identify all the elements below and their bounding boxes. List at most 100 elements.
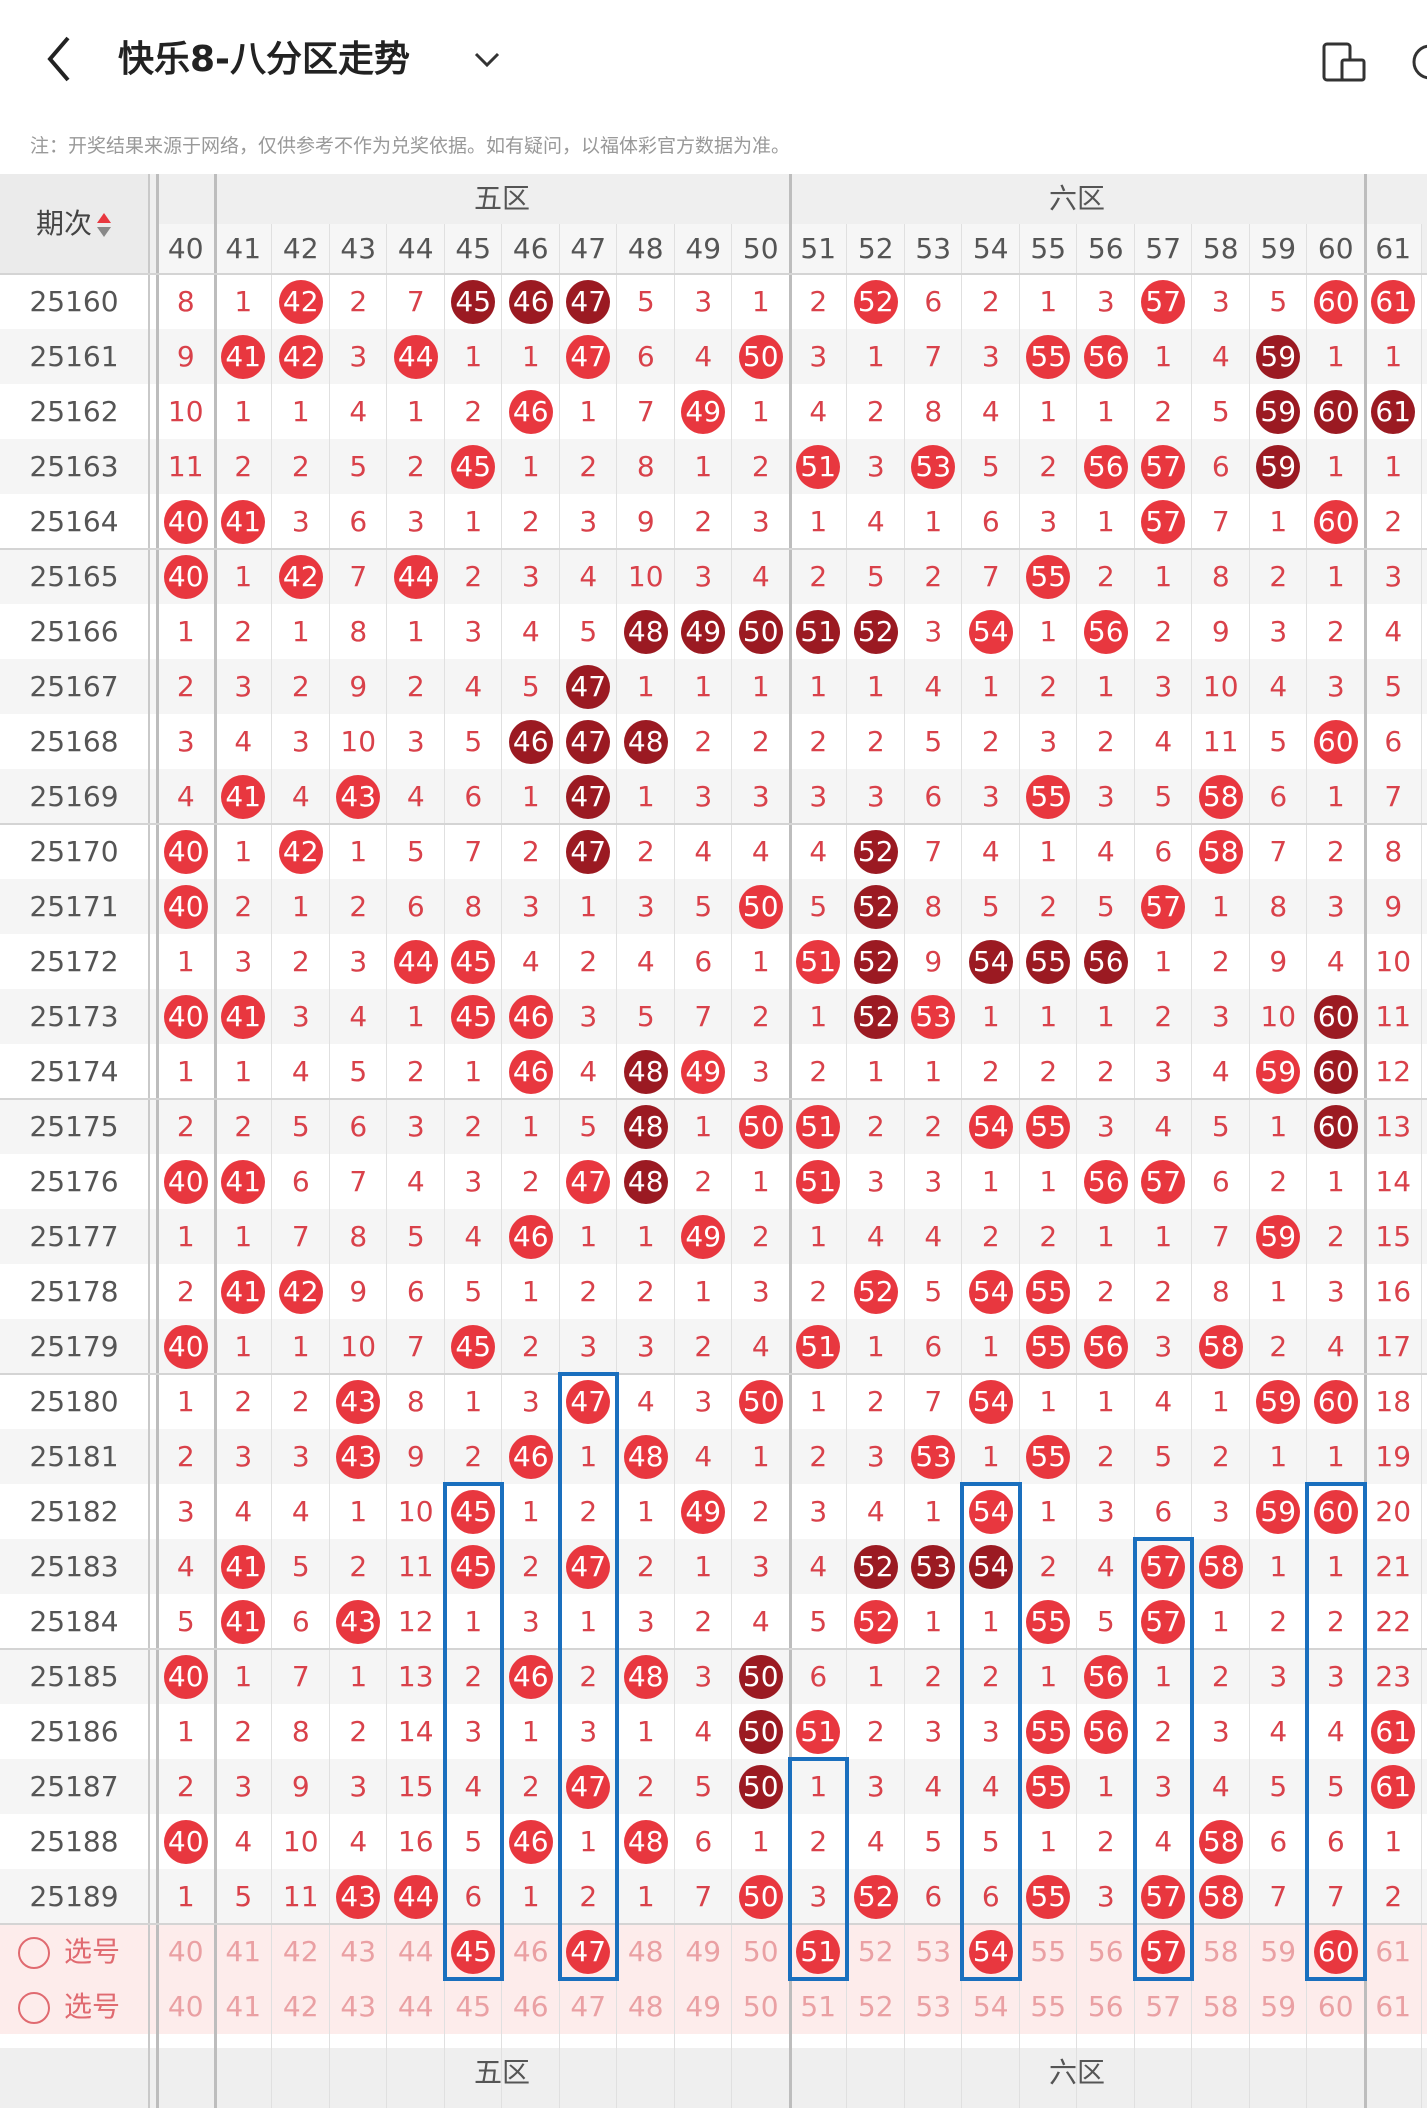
select-number[interactable]: 40: [167, 1990, 204, 2023]
miss-count: 6: [694, 1825, 713, 1858]
select-number[interactable]: 56: [1087, 1990, 1124, 2023]
select-number[interactable]: 48: [627, 1935, 664, 1968]
select-number[interactable]: 40: [167, 1935, 204, 1968]
select-number[interactable]: 59: [1260, 1990, 1297, 2023]
select-number[interactable]: 60: [1317, 1990, 1354, 2023]
select-row-label[interactable]: 选号: [18, 1979, 148, 2034]
select-number[interactable]: 55: [1030, 1935, 1067, 1968]
miss-count: 3: [809, 340, 828, 373]
drawn-ball: 57: [1141, 444, 1186, 489]
select-number[interactable]: 49: [685, 1935, 722, 1968]
miss-count: 2: [866, 1715, 885, 1748]
radio-icon[interactable]: [18, 1937, 50, 1969]
miss-count: 4: [234, 725, 253, 758]
select-number[interactable]: 53: [915, 1935, 952, 1968]
select-number[interactable]: 57: [1145, 1990, 1182, 2023]
miss-count: 1: [234, 1660, 253, 1693]
selected-ball[interactable]: 57: [1141, 1929, 1186, 1974]
miss-count: 2: [291, 670, 310, 703]
miss-count: 3: [866, 1440, 885, 1473]
select-number[interactable]: 48: [627, 1990, 664, 2023]
miss-count: 4: [234, 1495, 253, 1528]
selected-ball[interactable]: 60: [1313, 1929, 1358, 1974]
chevron-down-icon[interactable]: [470, 44, 504, 74]
miss-count: 6: [694, 945, 713, 978]
select-number[interactable]: 41: [225, 1990, 262, 2023]
select-number[interactable]: 52: [857, 1990, 894, 2023]
select-number[interactable]: 41: [225, 1935, 262, 1968]
miss-count: 3: [1039, 725, 1058, 758]
selected-ball[interactable]: 47: [566, 1929, 611, 1974]
selected-ball[interactable]: 51: [796, 1929, 841, 1974]
select-number[interactable]: 56: [1087, 1935, 1124, 1968]
more-icon[interactable]: [1404, 40, 1427, 84]
miss-count: 5: [924, 1275, 943, 1308]
drawn-ball: 54: [968, 1379, 1013, 1424]
device-layout-icon[interactable]: [1320, 40, 1368, 84]
miss-count: 7: [406, 285, 425, 318]
miss-count: 2: [349, 890, 368, 923]
table-row: [0, 1869, 1427, 1924]
select-number[interactable]: 47: [570, 1990, 607, 2023]
miss-count: 2: [694, 725, 713, 758]
select-number[interactable]: 42: [282, 1935, 319, 1968]
column-number: 44: [387, 224, 445, 274]
selected-ball[interactable]: 45: [451, 1929, 496, 1974]
select-number[interactable]: 49: [685, 1990, 722, 2023]
select-number[interactable]: 52: [857, 1935, 894, 1968]
select-number[interactable]: 51: [800, 1990, 837, 2023]
miss-count: 4: [464, 670, 483, 703]
miss-count: 2: [1096, 1055, 1115, 1088]
select-number[interactable]: 58: [1202, 1990, 1239, 2023]
select-number[interactable]: 54: [972, 1990, 1009, 2023]
miss-count: 3: [406, 505, 425, 538]
drawn-ball: 55: [1026, 1599, 1071, 1644]
select-number[interactable]: 42: [282, 1990, 319, 2023]
issue-number: 25172: [29, 945, 119, 978]
select-number[interactable]: 59: [1260, 1935, 1297, 1968]
select-number[interactable]: 61: [1375, 1990, 1412, 2023]
miss-count: 4: [981, 835, 1000, 868]
zone-label: 五区: [473, 182, 530, 215]
select-number[interactable]: 55: [1030, 1990, 1067, 2023]
miss-count: 2: [636, 1275, 655, 1308]
select-number[interactable]: 44: [397, 1990, 434, 2023]
drawn-ball: 54: [968, 1104, 1013, 1149]
miss-count: 2: [1326, 1220, 1345, 1253]
select-number[interactable]: 53: [915, 1990, 952, 2023]
miss-count: 2: [694, 1605, 713, 1638]
select-number[interactable]: 58: [1202, 1935, 1239, 1968]
page-title: 快乐8-八分区走势: [118, 39, 410, 80]
select-number[interactable]: 43: [340, 1990, 377, 2023]
selection-box: [1132, 1537, 1194, 1981]
select-number[interactable]: 44: [397, 1935, 434, 1968]
miss-count: 8: [924, 890, 943, 923]
radio-icon[interactable]: [18, 1992, 50, 2024]
chevron-left-icon[interactable]: [40, 32, 80, 86]
selected-ball[interactable]: 54: [968, 1929, 1013, 1974]
miss-count: 3: [291, 725, 310, 758]
sort-icon[interactable]: [92, 207, 112, 240]
column-number: 61: [1364, 224, 1422, 274]
select-number[interactable]: 46: [512, 1990, 549, 2023]
select-number[interactable]: 45: [455, 1990, 492, 2023]
miss-count: 6: [1326, 1825, 1345, 1858]
period-header[interactable]: 期次: [0, 174, 148, 274]
select-number[interactable]: 50: [742, 1935, 779, 1968]
miss-count: 2: [521, 1550, 540, 1583]
table-row: [0, 824, 1427, 879]
miss-count: 6: [291, 1605, 310, 1638]
miss-count: 3: [579, 1000, 598, 1033]
miss-count: 3: [349, 945, 368, 978]
grid-line: [0, 823, 1427, 825]
drawn-ball: 58: [1198, 1544, 1243, 1589]
select-number[interactable]: 50: [742, 1990, 779, 2023]
drawn-ball: 40: [163, 499, 208, 544]
select-number[interactable]: 46: [512, 1935, 549, 1968]
select-row-label[interactable]: 选号: [18, 1924, 148, 1979]
select-number[interactable]: 43: [340, 1935, 377, 1968]
select-label-text: 选号: [64, 1990, 121, 2023]
miss-count: 2: [981, 1220, 1000, 1253]
miss-count: 2: [866, 1385, 885, 1418]
select-number[interactable]: 61: [1375, 1935, 1412, 1968]
